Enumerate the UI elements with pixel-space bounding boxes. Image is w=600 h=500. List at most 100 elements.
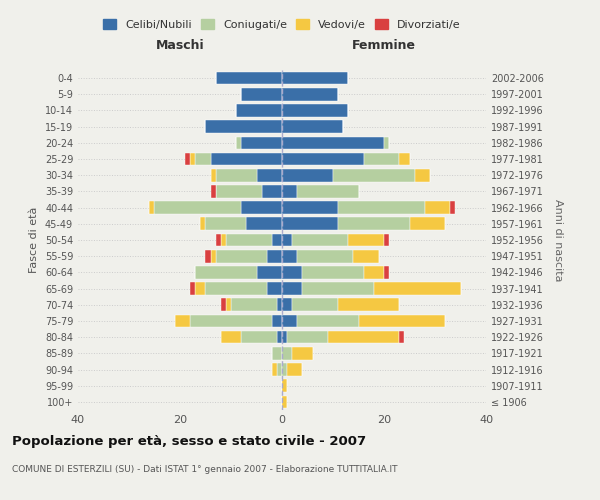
Bar [338, 218, 410, 230]
Bar [206, 282, 267, 295]
Bar [374, 282, 461, 295]
Bar [302, 282, 374, 295]
Bar [196, 152, 211, 166]
Bar [384, 136, 389, 149]
Y-axis label: Anni di nascita: Anni di nascita [553, 198, 563, 281]
Bar [211, 185, 216, 198]
Bar [282, 347, 292, 360]
Bar [298, 185, 359, 198]
Bar [200, 218, 206, 230]
Bar [206, 218, 247, 230]
Bar [287, 363, 302, 376]
Legend: Celibi/Nubili, Coniugati/e, Vedovi/e, Divorziati/e: Celibi/Nubili, Coniugati/e, Vedovi/e, Di… [99, 14, 465, 34]
Bar [262, 185, 282, 198]
Bar [415, 169, 430, 181]
Bar [282, 298, 292, 311]
Bar [359, 314, 445, 328]
Bar [190, 314, 272, 328]
Bar [267, 282, 282, 295]
Bar [364, 266, 384, 278]
Y-axis label: Fasce di età: Fasce di età [29, 207, 39, 273]
Bar [349, 234, 384, 246]
Bar [384, 266, 389, 278]
Bar [298, 250, 353, 262]
Bar [282, 396, 287, 408]
Bar [292, 298, 338, 311]
Bar [282, 314, 298, 328]
Bar [149, 202, 155, 214]
Bar [247, 218, 282, 230]
Bar [292, 234, 349, 246]
Bar [338, 298, 400, 311]
Bar [185, 152, 190, 166]
Bar [353, 250, 379, 262]
Bar [282, 136, 384, 149]
Bar [333, 169, 415, 181]
Bar [282, 380, 287, 392]
Bar [277, 331, 282, 344]
Bar [211, 250, 216, 262]
Bar [282, 169, 333, 181]
Bar [328, 331, 400, 344]
Bar [231, 298, 277, 311]
Bar [282, 202, 338, 214]
Bar [241, 331, 277, 344]
Bar [226, 298, 231, 311]
Bar [206, 250, 211, 262]
Bar [282, 234, 292, 246]
Bar [364, 152, 400, 166]
Bar [282, 72, 349, 85]
Bar [384, 234, 389, 246]
Text: Maschi: Maschi [155, 40, 205, 52]
Bar [272, 234, 282, 246]
Bar [400, 331, 404, 344]
Bar [216, 185, 262, 198]
Bar [196, 282, 206, 295]
Bar [282, 250, 298, 262]
Bar [400, 152, 410, 166]
Bar [190, 152, 196, 166]
Bar [282, 363, 287, 376]
Bar [216, 72, 282, 85]
Bar [282, 152, 364, 166]
Bar [221, 331, 241, 344]
Bar [257, 169, 282, 181]
Text: COMUNE DI ESTERZILI (SU) - Dati ISTAT 1° gennaio 2007 - Elaborazione TUTTITALIA.: COMUNE DI ESTERZILI (SU) - Dati ISTAT 1°… [12, 465, 398, 474]
Bar [216, 234, 221, 246]
Bar [298, 314, 359, 328]
Bar [282, 266, 302, 278]
Bar [221, 234, 226, 246]
Bar [282, 104, 349, 117]
Bar [272, 314, 282, 328]
Bar [155, 202, 241, 214]
Bar [236, 136, 241, 149]
Bar [282, 185, 298, 198]
Bar [302, 266, 364, 278]
Bar [292, 347, 313, 360]
Bar [257, 266, 282, 278]
Bar [206, 120, 282, 133]
Bar [277, 298, 282, 311]
Bar [272, 347, 282, 360]
Bar [282, 282, 302, 295]
Bar [425, 202, 451, 214]
Bar [338, 202, 425, 214]
Bar [287, 331, 328, 344]
Bar [451, 202, 455, 214]
Bar [410, 218, 445, 230]
Bar [216, 169, 257, 181]
Bar [282, 88, 338, 101]
Text: Femmine: Femmine [352, 40, 416, 52]
Bar [190, 282, 196, 295]
Bar [267, 250, 282, 262]
Bar [216, 250, 267, 262]
Bar [226, 234, 272, 246]
Bar [211, 152, 282, 166]
Bar [277, 363, 282, 376]
Bar [241, 88, 282, 101]
Bar [272, 363, 277, 376]
Bar [241, 136, 282, 149]
Bar [282, 331, 287, 344]
Text: Popolazione per età, sesso e stato civile - 2007: Popolazione per età, sesso e stato civil… [12, 435, 366, 448]
Bar [236, 104, 282, 117]
